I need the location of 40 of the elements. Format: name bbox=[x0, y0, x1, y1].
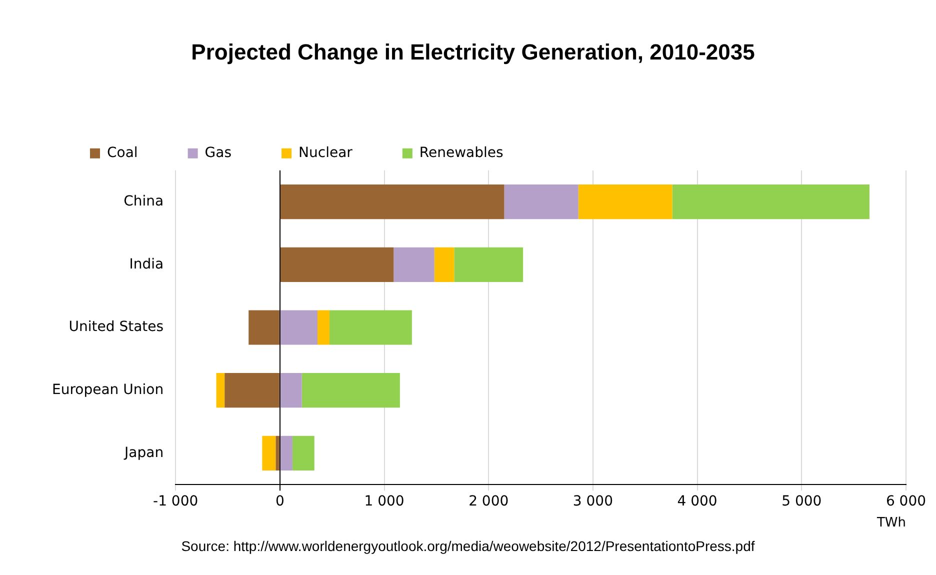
legend-label: Renewables bbox=[419, 145, 504, 162]
x-tick-label: 1 000 bbox=[364, 494, 404, 510]
chart-title: Projected Change in Electricity Generation, 2010-2035 bbox=[191, 39, 755, 64]
x-tick-label: 6 000 bbox=[886, 494, 926, 510]
bar bbox=[454, 247, 524, 282]
y-tick-label: European Union bbox=[52, 382, 164, 398]
bar bbox=[276, 436, 280, 470]
x-tick-label: 0 bbox=[275, 494, 284, 510]
x-tick-label: 2 000 bbox=[468, 494, 509, 510]
bar bbox=[224, 373, 280, 408]
x-axis-title: TWh bbox=[876, 516, 906, 531]
bar bbox=[578, 184, 672, 220]
bar bbox=[280, 184, 504, 220]
legend-label: Coal bbox=[107, 145, 138, 162]
bar bbox=[280, 436, 292, 470]
x-tick-label: 5 000 bbox=[782, 494, 822, 510]
bar bbox=[672, 184, 870, 220]
legend-label: Gas bbox=[204, 145, 232, 162]
source-note: Source: http://www.worldenergyoutlook.org/media/weowebsite/2012/PresentationtoPress.pdf bbox=[180, 538, 756, 554]
legend-label: Nuclear bbox=[298, 145, 353, 162]
bar bbox=[248, 310, 280, 345]
x-tick-label: 3 000 bbox=[572, 494, 614, 510]
bar bbox=[280, 373, 302, 408]
y-tick-label: China bbox=[124, 193, 164, 210]
y-tick-label: India bbox=[129, 256, 164, 272]
bar bbox=[434, 247, 454, 282]
bar bbox=[329, 310, 412, 345]
bar bbox=[262, 436, 276, 470]
bar bbox=[317, 310, 330, 345]
bar bbox=[280, 247, 394, 282]
bar bbox=[216, 373, 225, 408]
x-tick-label: 4 000 bbox=[677, 494, 718, 510]
bar bbox=[394, 247, 434, 282]
y-tick-label: United States bbox=[68, 319, 164, 336]
bar bbox=[302, 373, 400, 408]
bar bbox=[292, 436, 314, 470]
y-tick-label: Japan bbox=[124, 444, 164, 461]
bar bbox=[504, 184, 578, 220]
x-tick-label: -1 000 bbox=[153, 494, 198, 510]
bar bbox=[280, 310, 318, 345]
